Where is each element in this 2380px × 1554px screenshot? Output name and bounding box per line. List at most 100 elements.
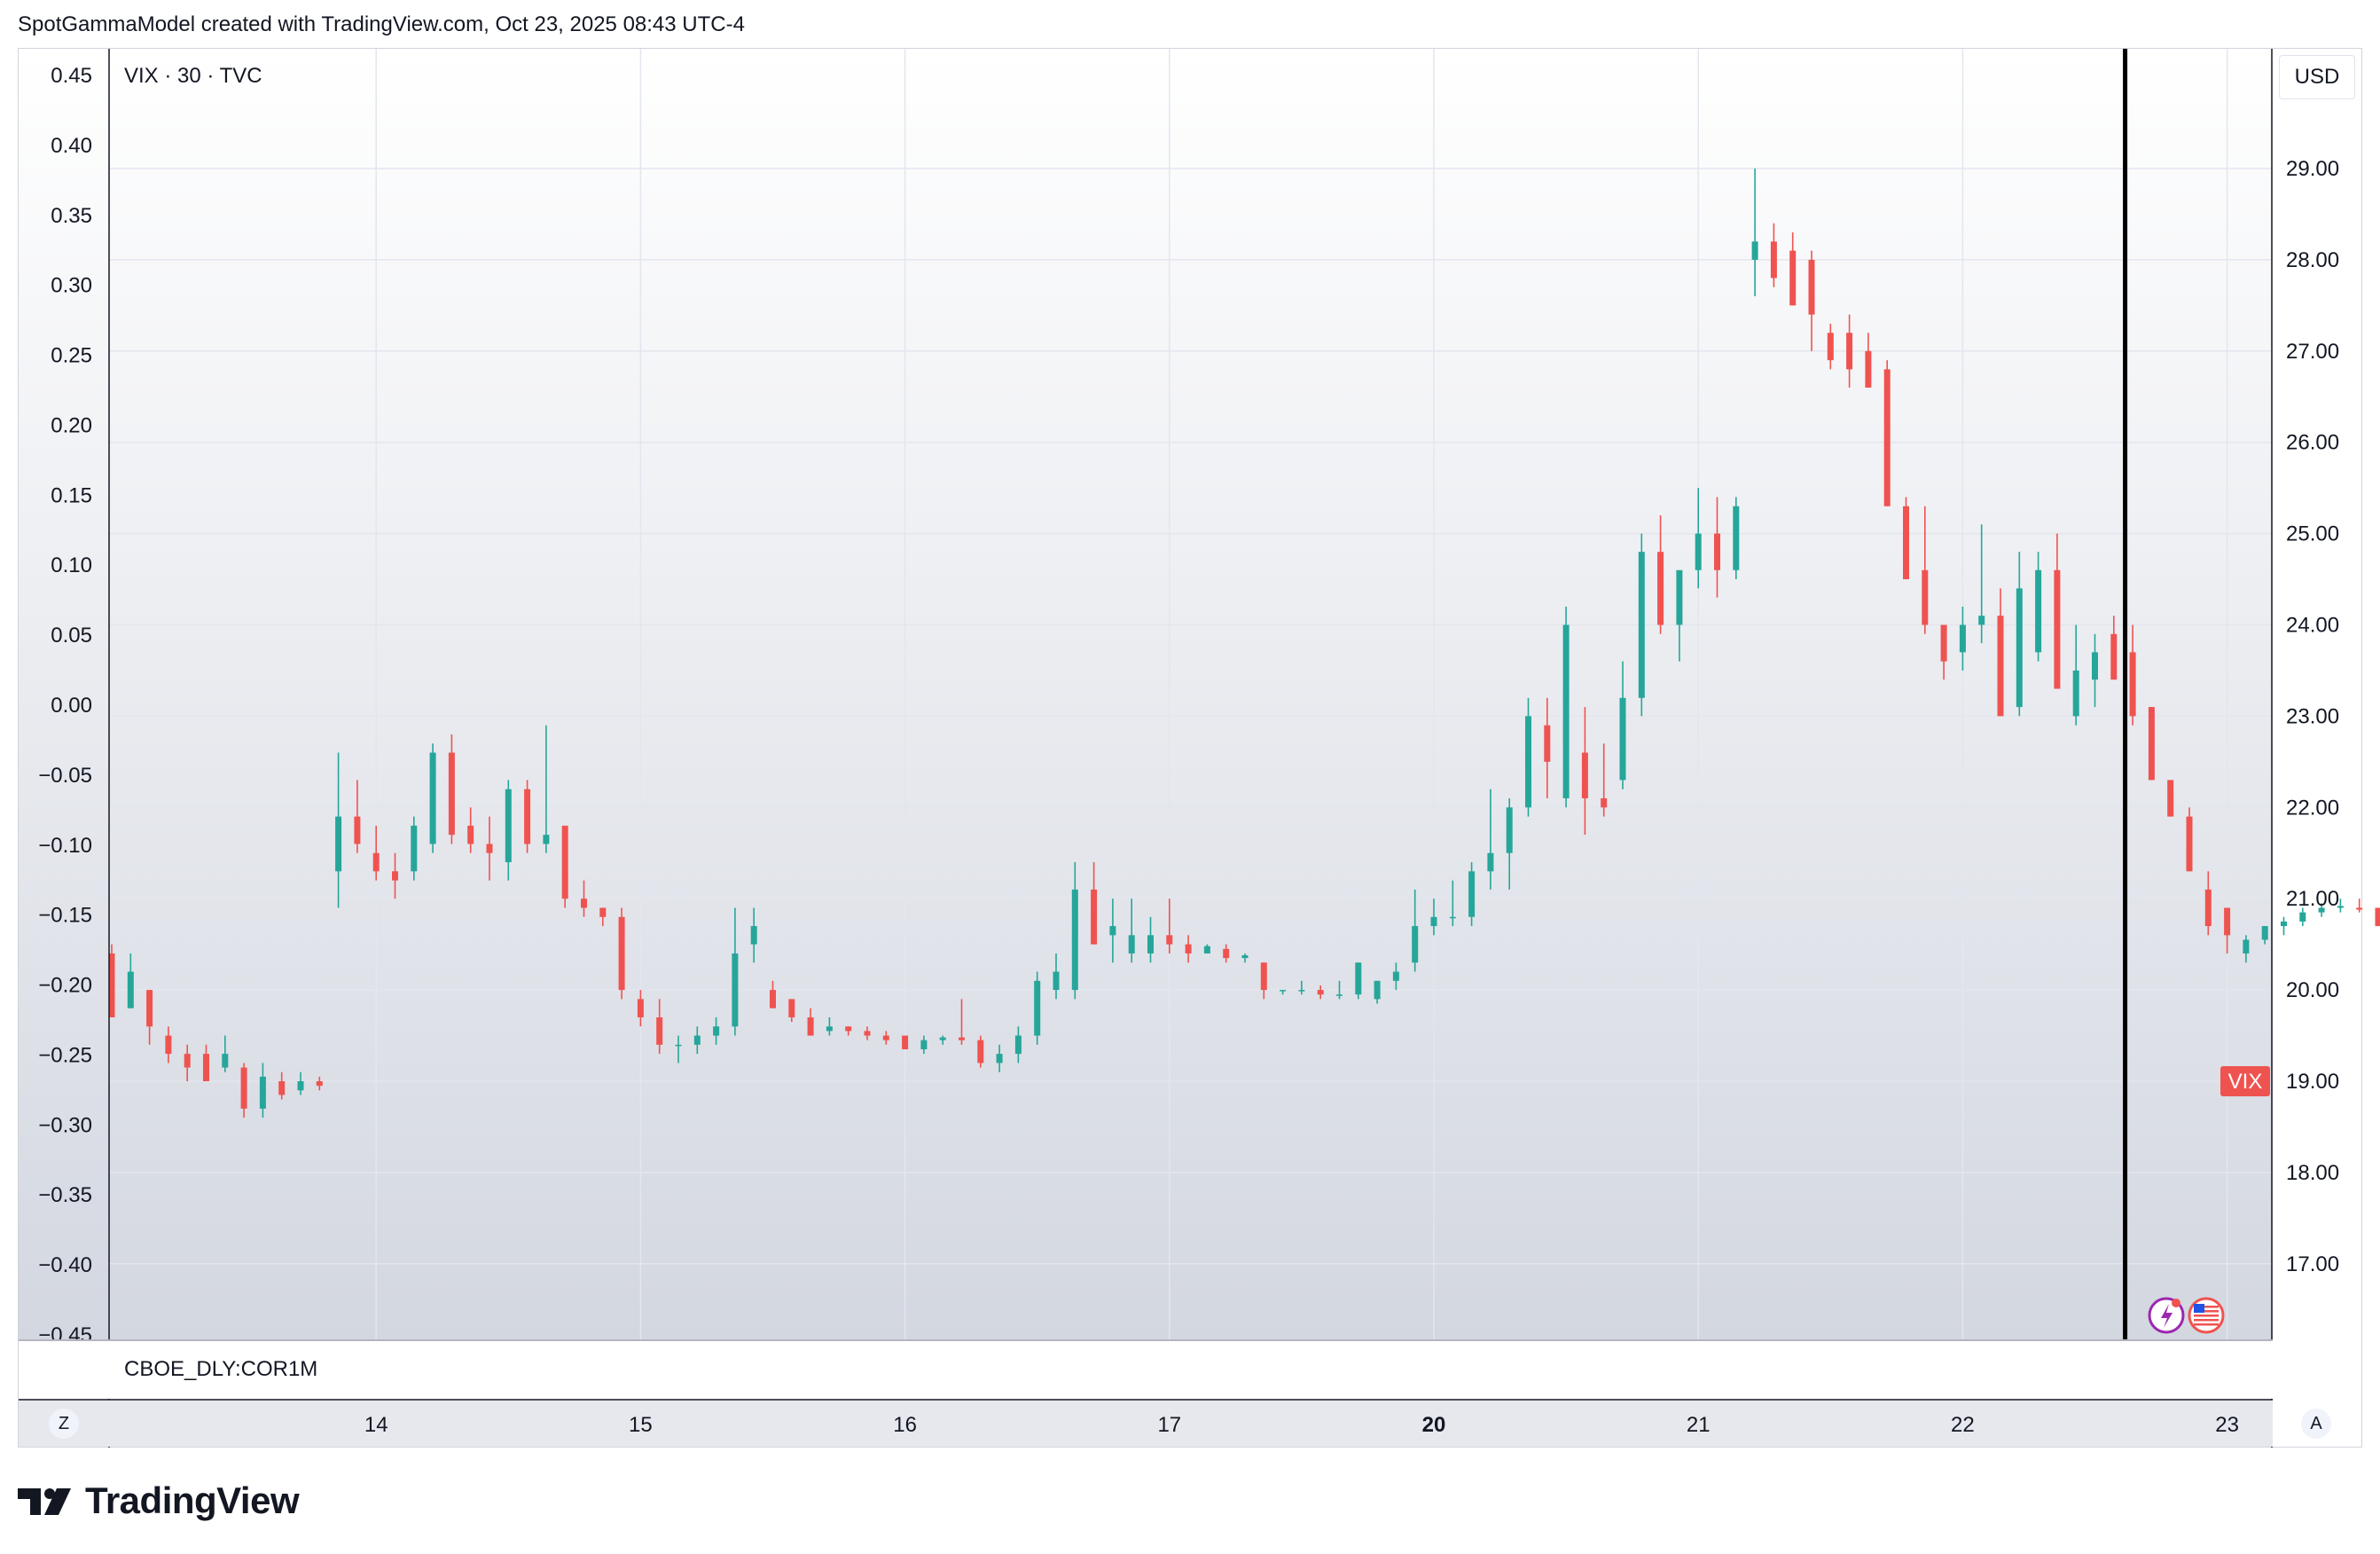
candle-body[interactable]: [1393, 972, 1399, 981]
candle-body[interactable]: [656, 1017, 662, 1045]
candle-body[interactable]: [1789, 251, 1796, 306]
candle-body[interactable]: [1903, 506, 1909, 579]
candle-body[interactable]: [298, 1081, 304, 1090]
candle-body[interactable]: [430, 753, 436, 844]
candle-body[interactable]: [977, 1040, 983, 1063]
candle-body[interactable]: [1109, 926, 1116, 935]
candle-body[interactable]: [902, 1036, 908, 1049]
candle-body[interactable]: [845, 1026, 851, 1031]
candle-body[interactable]: [808, 1017, 814, 1036]
candle-body[interactable]: [865, 1031, 871, 1035]
candle-body[interactable]: [732, 954, 738, 1026]
candle-body[interactable]: [1053, 972, 1060, 991]
candle-body[interactable]: [2035, 570, 2041, 653]
candle-body[interactable]: [599, 907, 606, 916]
candle-body[interactable]: [1582, 753, 1588, 798]
candle-body[interactable]: [1166, 935, 1172, 944]
candle-body[interactable]: [1280, 990, 1286, 992]
candle-body[interactable]: [1620, 698, 1626, 781]
candle-body[interactable]: [676, 1045, 682, 1047]
candle-body[interactable]: [1695, 534, 1702, 570]
candle-body[interactable]: [2205, 890, 2212, 926]
candle-body[interactable]: [411, 826, 417, 871]
candle-body[interactable]: [2356, 907, 2362, 909]
tradingview-logo[interactable]: TradingView: [18, 1479, 299, 1522]
candle-body[interactable]: [1147, 935, 1154, 954]
candle-body[interactable]: [1374, 981, 1381, 1000]
candle-body[interactable]: [770, 990, 776, 1009]
candle-body[interactable]: [1828, 333, 1834, 360]
candle-body[interactable]: [1714, 534, 1720, 570]
candle-body[interactable]: [1431, 917, 1437, 926]
candle-body[interactable]: [940, 1038, 946, 1040]
candle-body[interactable]: [826, 1026, 833, 1031]
candle-body[interactable]: [505, 789, 512, 862]
candle-body[interactable]: [222, 1054, 228, 1067]
candle-body[interactable]: [1487, 853, 1493, 872]
candle-body[interactable]: [1544, 726, 1550, 762]
candle-body[interactable]: [2262, 926, 2268, 939]
candle-body[interactable]: [1601, 798, 1607, 807]
candle-body[interactable]: [788, 999, 795, 1017]
candle-body[interactable]: [203, 1054, 209, 1081]
candle-body[interactable]: [1865, 351, 1871, 388]
candle-body[interactable]: [1091, 890, 1097, 945]
candle-body[interactable]: [2299, 913, 2306, 922]
candle-body[interactable]: [1941, 625, 1947, 662]
candle-body[interactable]: [354, 817, 360, 844]
candle-body[interactable]: [260, 1077, 266, 1109]
candle-body[interactable]: [562, 826, 568, 899]
candle-body[interactable]: [449, 753, 455, 836]
candle-body[interactable]: [1412, 926, 1418, 962]
candle-body[interactable]: [2187, 817, 2193, 872]
candle-body[interactable]: [165, 1036, 171, 1055]
candle-body[interactable]: [2224, 907, 2230, 935]
candle-body[interactable]: [1733, 506, 1739, 570]
candle-body[interactable]: [1298, 990, 1304, 992]
candle-body[interactable]: [2376, 907, 2380, 926]
candle-body[interactable]: [1450, 917, 1456, 919]
candle-body[interactable]: [1072, 890, 1078, 990]
candle-body[interactable]: [1998, 616, 2004, 716]
candle-body[interactable]: [2281, 922, 2287, 926]
candle-body[interactable]: [392, 871, 398, 880]
candle-body[interactable]: [1846, 333, 1852, 369]
candle-body[interactable]: [1223, 949, 1229, 958]
candle-body[interactable]: [920, 1040, 927, 1049]
candle-body[interactable]: [2243, 940, 2249, 954]
candle-body[interactable]: [1034, 981, 1040, 1036]
candle-body[interactable]: [581, 899, 587, 907]
candle-body[interactable]: [543, 835, 549, 844]
candle-body[interactable]: [1525, 716, 1531, 807]
candle-body[interactable]: [1884, 369, 1891, 506]
candle-body[interactable]: [467, 826, 474, 844]
auto-scale-left-button[interactable]: Z: [49, 1409, 79, 1439]
candle-body[interactable]: [2110, 634, 2117, 679]
candle-body[interactable]: [1771, 241, 1777, 278]
candle-body[interactable]: [2092, 652, 2098, 679]
candle-body[interactable]: [1468, 871, 1475, 916]
candle-body[interactable]: [1978, 616, 1985, 624]
candle-body[interactable]: [128, 972, 134, 1009]
candle-body[interactable]: [2016, 588, 2023, 707]
candle-body[interactable]: [1129, 935, 1135, 954]
candle-body[interactable]: [1355, 962, 1361, 994]
candle-body[interactable]: [1563, 625, 1570, 799]
currency-button[interactable]: USD: [2279, 55, 2355, 99]
candle-body[interactable]: [1186, 945, 1192, 954]
candle-body[interactable]: [1809, 260, 1815, 315]
candle-body[interactable]: [2167, 780, 2173, 816]
candle-body[interactable]: [1676, 570, 1682, 625]
candle-body[interactable]: [2149, 707, 2155, 780]
candle-body[interactable]: [2073, 671, 2079, 716]
candle-body[interactable]: [373, 853, 380, 872]
candle-body[interactable]: [1960, 625, 1966, 653]
candle-body[interactable]: [1639, 552, 1645, 698]
candle-body[interactable]: [1318, 990, 1324, 994]
candle-body[interactable]: [241, 1068, 247, 1109]
candle-body[interactable]: [335, 817, 341, 872]
candle-body[interactable]: [1336, 994, 1343, 996]
candle-body[interactable]: [1015, 1036, 1022, 1055]
candle-body[interactable]: [1204, 946, 1210, 954]
candle-body[interactable]: [619, 917, 625, 990]
